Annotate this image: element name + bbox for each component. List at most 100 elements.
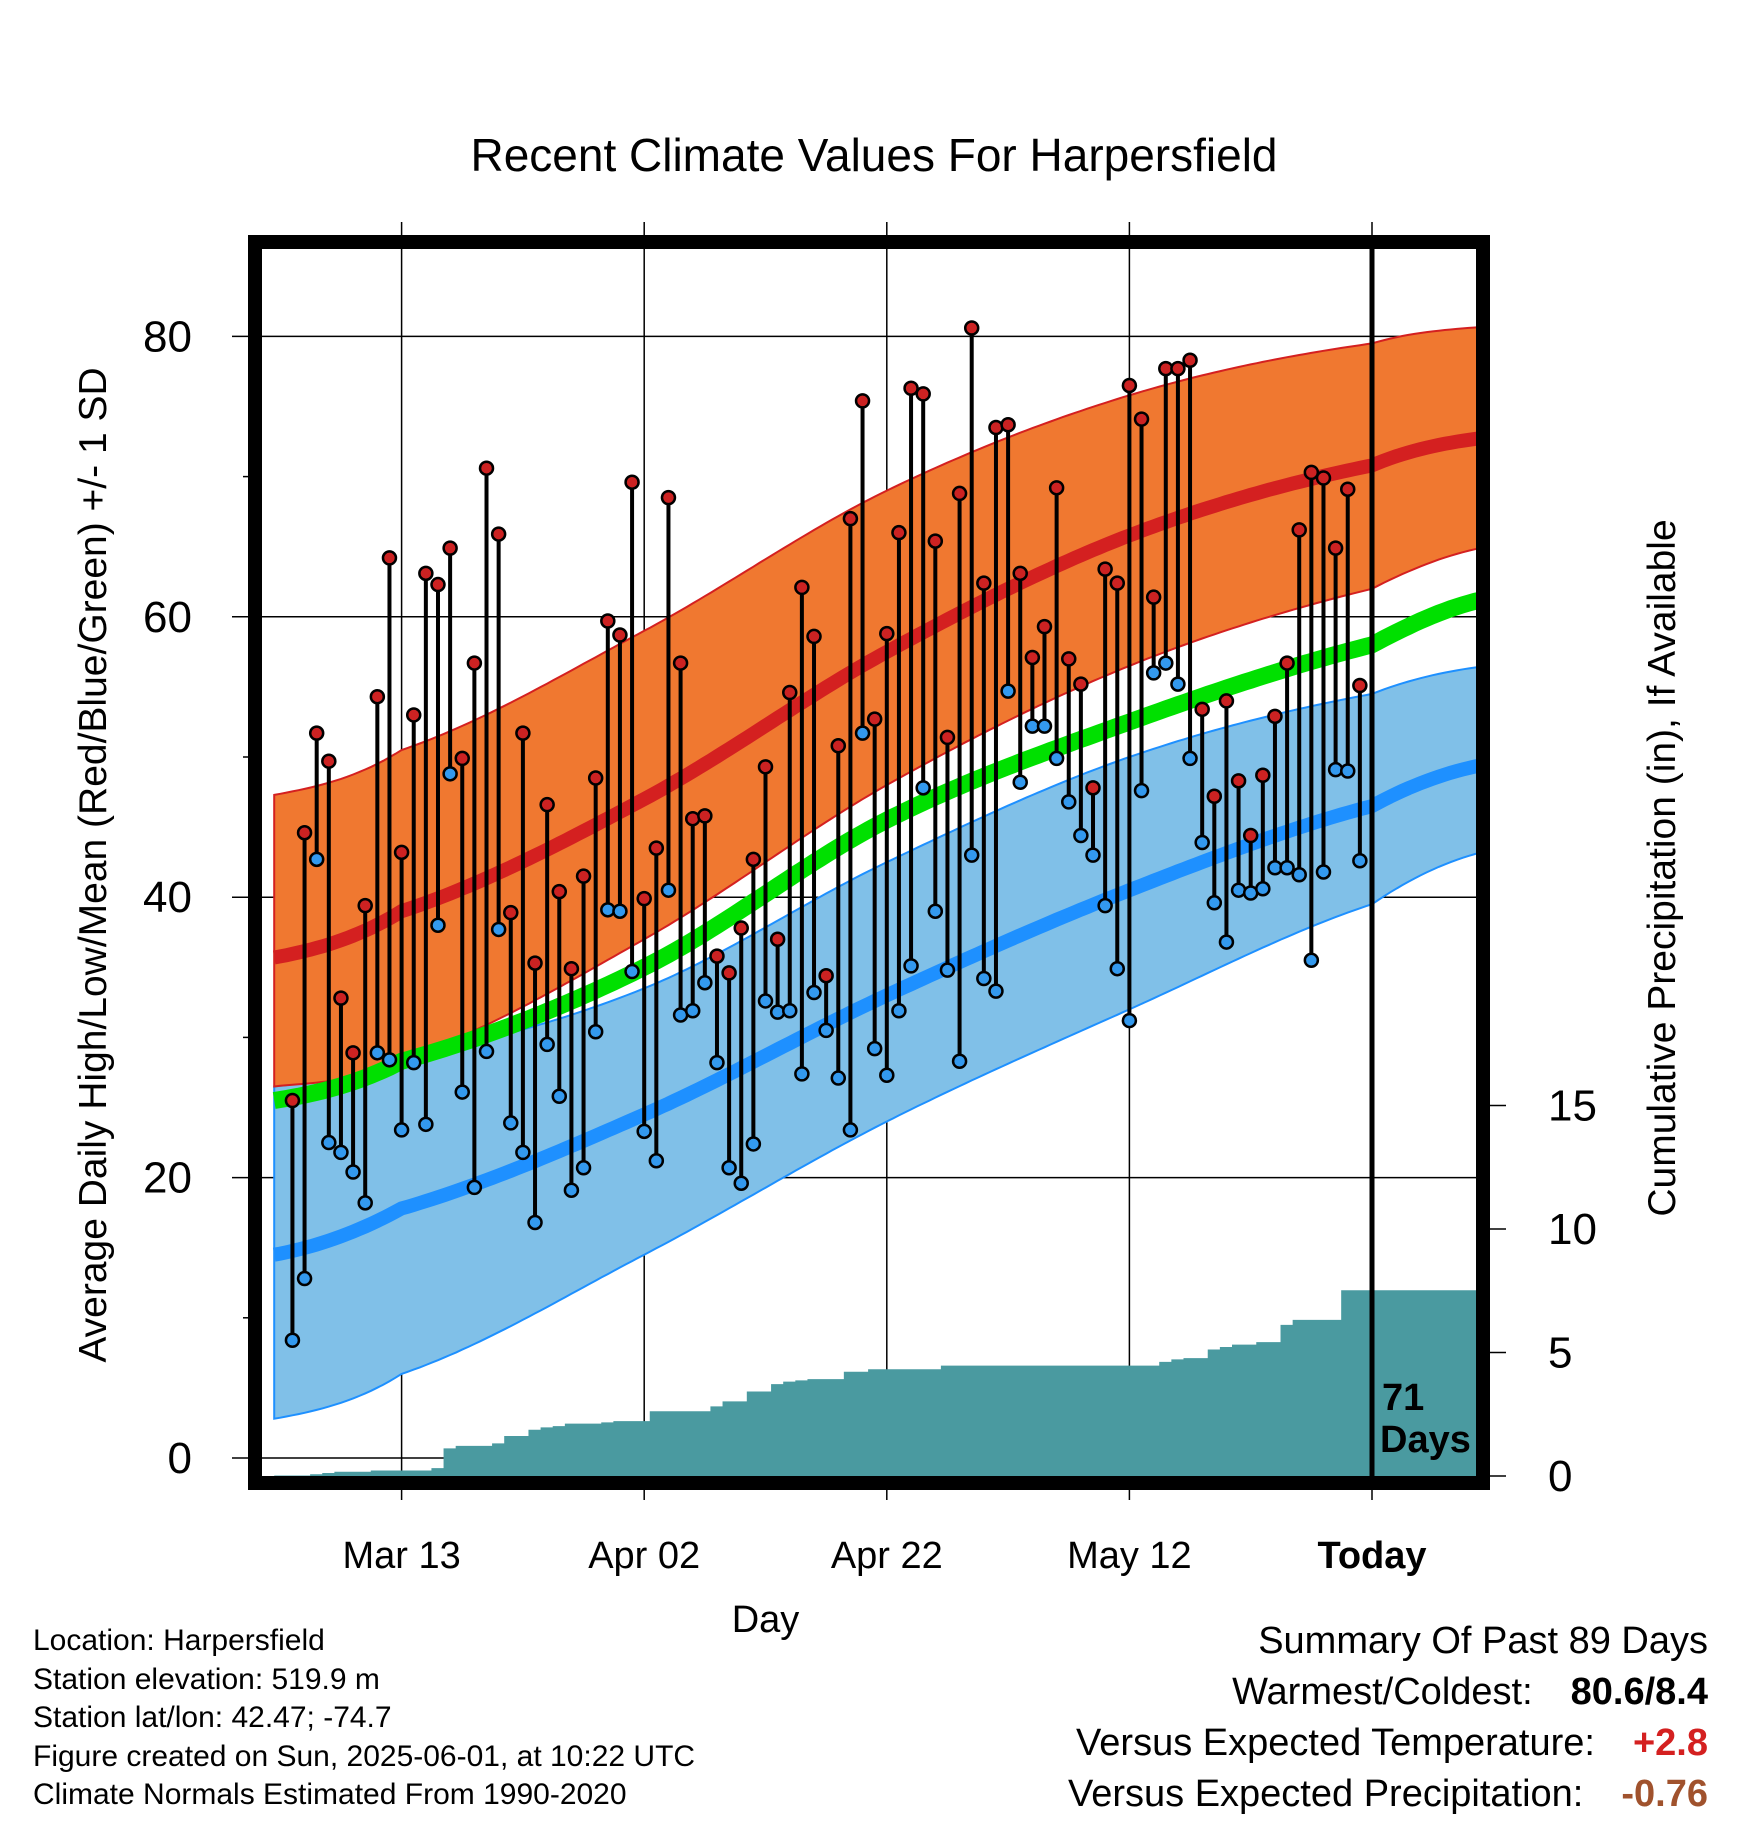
high-point-47 xyxy=(854,393,871,409)
low-point-7 xyxy=(369,1045,386,1061)
low-point-62 xyxy=(1036,718,1053,734)
low-point-68 xyxy=(1109,960,1126,977)
y-tick-label-2: 40 xyxy=(143,873,192,922)
low-point-38 xyxy=(745,1136,762,1152)
high-point-80 xyxy=(1255,767,1271,783)
low-point-60 xyxy=(1012,774,1028,790)
y2-tick-label-3: 15 xyxy=(1548,1082,1597,1131)
low-point-41 xyxy=(782,1003,798,1019)
station-info: Location: Harpersfield Station elevation… xyxy=(33,1622,695,1815)
low-point-12 xyxy=(430,917,446,933)
high-point-1 xyxy=(296,824,313,841)
high-point-14 xyxy=(454,750,470,767)
y2-tick-label-1: 5 xyxy=(1548,1329,1572,1378)
high-point-44 xyxy=(818,967,834,984)
low-point-16 xyxy=(478,1043,495,1060)
low-point-55 xyxy=(951,1053,968,1069)
y2-axis-label: Cumulative Precipitation (in), If Availa… xyxy=(1641,519,1684,1216)
high-point-19 xyxy=(515,725,531,741)
low-point-33 xyxy=(684,1003,701,1019)
high-point-59 xyxy=(1000,416,1016,433)
low-point-35 xyxy=(709,1054,725,1071)
low-point-48 xyxy=(866,1040,883,1057)
low-point-70 xyxy=(1133,782,1150,799)
low-point-29 xyxy=(636,1123,652,1140)
high-point-70 xyxy=(1133,411,1150,427)
high-point-9 xyxy=(393,844,410,861)
low-point-52 xyxy=(915,780,931,796)
high-point-37 xyxy=(733,920,749,936)
low-point-36 xyxy=(721,1160,737,1176)
x-tick-label-3: May 12 xyxy=(1067,1535,1192,1577)
high-point-83 xyxy=(1291,522,1307,538)
high-point-58 xyxy=(988,419,1004,436)
low-point-4 xyxy=(333,1144,349,1161)
high-point-27 xyxy=(612,627,628,643)
low-point-9 xyxy=(393,1122,410,1138)
low-point-21 xyxy=(539,1036,555,1053)
high-point-87 xyxy=(1339,481,1356,497)
low-point-42 xyxy=(794,1066,810,1082)
high-point-54 xyxy=(939,729,956,746)
summary-panel: Summary Of Past 89 Days Warmest/Coldest:… xyxy=(1068,1620,1708,1824)
today-days-count: 71 xyxy=(1382,1377,1424,1419)
temp-value: +2.8 xyxy=(1632,1722,1708,1764)
high-point-65 xyxy=(1073,676,1089,692)
location-text: Location: Harpersfield xyxy=(33,1624,325,1657)
today-days-word: Days xyxy=(1380,1419,1471,1461)
low-point-23 xyxy=(563,1182,580,1198)
low-point-46 xyxy=(842,1122,859,1138)
high-point-29 xyxy=(636,890,652,907)
x-tick-label-2: Apr 22 xyxy=(831,1535,943,1577)
high-point-12 xyxy=(430,576,446,593)
high-point-49 xyxy=(879,625,895,642)
high-point-71 xyxy=(1145,589,1162,605)
normals-text: Climate Normals Estimated From 1990-2020 xyxy=(33,1778,627,1811)
low-point-69 xyxy=(1121,1012,1138,1029)
high-point-36 xyxy=(721,965,737,981)
high-point-73 xyxy=(1170,360,1186,377)
low-point-71 xyxy=(1145,665,1162,681)
low-point-18 xyxy=(503,1115,519,1131)
low-point-0 xyxy=(284,1332,301,1348)
high-point-34 xyxy=(697,808,713,824)
high-point-10 xyxy=(405,707,422,723)
low-point-58 xyxy=(988,983,1004,999)
high-point-13 xyxy=(442,540,458,556)
low-point-74 xyxy=(1182,750,1198,767)
high-point-57 xyxy=(976,575,992,591)
y-tick-label-3: 60 xyxy=(143,593,192,642)
high-point-22 xyxy=(551,883,568,900)
high-point-3 xyxy=(321,753,337,769)
high-point-32 xyxy=(672,655,689,671)
low-point-37 xyxy=(733,1175,749,1191)
low-point-54 xyxy=(939,962,956,978)
low-point-77 xyxy=(1218,934,1235,950)
low-point-14 xyxy=(454,1084,470,1100)
high-point-7 xyxy=(369,688,386,705)
low-point-63 xyxy=(1048,750,1065,767)
high-point-88 xyxy=(1352,677,1368,694)
temp-label: Versus Expected Temperature: xyxy=(1076,1722,1595,1764)
low-point-34 xyxy=(697,974,713,991)
low-point-11 xyxy=(418,1116,434,1133)
y2-tick-label-0: 0 xyxy=(1548,1452,1572,1501)
low-point-25 xyxy=(587,1024,604,1040)
high-point-45 xyxy=(830,738,847,754)
low-point-22 xyxy=(551,1088,568,1105)
low-point-56 xyxy=(963,847,980,863)
y-tick-label-1: 20 xyxy=(143,1154,192,1203)
cumulative-precip-area xyxy=(274,1290,1476,1476)
y-axis-label: Average Daily High/Low/Mean (Red/Blue/Gr… xyxy=(72,367,115,1362)
high-point-40 xyxy=(769,931,786,948)
low-point-76 xyxy=(1206,895,1223,911)
high-point-6 xyxy=(357,897,373,914)
low-point-49 xyxy=(879,1067,895,1084)
high-point-77 xyxy=(1218,693,1235,709)
low-point-75 xyxy=(1194,834,1210,851)
warmest-value: 80.6/8.4 xyxy=(1570,1671,1708,1713)
x-axis-label: Day xyxy=(732,1599,800,1641)
high-point-61 xyxy=(1024,649,1041,666)
